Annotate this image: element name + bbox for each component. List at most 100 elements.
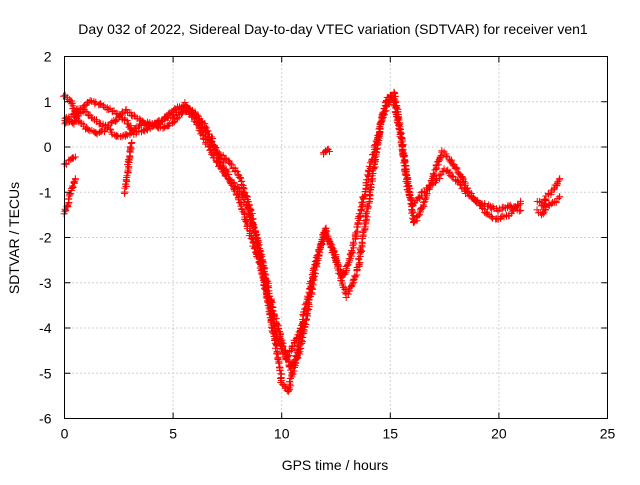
data-point	[554, 178, 562, 186]
data-point	[67, 190, 75, 198]
data-point	[273, 350, 281, 358]
data-point	[71, 153, 79, 161]
data-point	[288, 343, 296, 351]
data-point	[400, 153, 408, 161]
data-point	[552, 198, 560, 206]
data-point	[325, 236, 333, 244]
data-point	[414, 194, 422, 202]
data-point	[278, 346, 286, 354]
data-point	[130, 111, 138, 119]
data-point	[539, 210, 547, 218]
x-tick-label: 20	[491, 426, 507, 442]
data-point	[442, 152, 450, 160]
data-point	[362, 209, 370, 217]
data-point	[226, 176, 234, 184]
data-point	[377, 118, 385, 126]
data-point	[391, 98, 399, 106]
data-point	[70, 178, 78, 186]
data-point	[217, 154, 225, 162]
data-point	[392, 97, 400, 105]
data-point	[288, 360, 296, 368]
data-point	[510, 206, 518, 214]
data-point	[356, 259, 364, 267]
data-point	[252, 231, 260, 239]
data-point	[362, 211, 370, 219]
data-point	[60, 92, 68, 100]
data-point	[293, 334, 301, 342]
y-tick-label: 2	[44, 49, 52, 65]
data-point	[237, 181, 245, 189]
data-point	[276, 341, 284, 349]
data-point	[517, 197, 525, 205]
data-point	[554, 195, 562, 203]
data-point	[343, 262, 351, 270]
data-point	[267, 310, 275, 318]
y-tick-label: 1	[44, 94, 52, 110]
data-point	[489, 203, 497, 211]
data-point	[71, 175, 79, 183]
data-point	[62, 207, 70, 215]
data-point	[81, 107, 89, 115]
x-axis-label: GPS time / hours	[282, 457, 389, 473]
axis-ticks	[64, 56, 608, 419]
y-tick-label: -6	[39, 411, 52, 427]
data-point	[272, 331, 280, 339]
data-point	[254, 254, 262, 262]
data-point	[436, 153, 444, 161]
data-point	[233, 191, 241, 199]
data-point	[415, 211, 423, 219]
data-point	[228, 161, 236, 169]
data-point	[312, 258, 320, 266]
data-point	[325, 148, 333, 156]
data-point	[197, 118, 205, 126]
data-point	[344, 260, 352, 268]
data-point	[400, 159, 408, 167]
data-point	[380, 104, 388, 112]
data-point	[208, 137, 216, 145]
data-point	[128, 138, 136, 146]
data-point	[360, 192, 368, 200]
data-point	[556, 175, 564, 183]
data-point	[63, 201, 71, 209]
data-point	[460, 177, 468, 185]
data-point	[395, 125, 403, 133]
data-point	[233, 167, 241, 175]
data-point	[309, 281, 317, 289]
data-point	[214, 148, 222, 156]
data-point	[429, 170, 437, 178]
data-point	[251, 243, 259, 251]
data-point	[423, 190, 431, 198]
data-point	[61, 120, 69, 128]
y-tick-label: 0	[44, 139, 52, 155]
data-point	[409, 219, 417, 227]
data-point	[305, 296, 313, 304]
data-point	[291, 359, 299, 367]
data-point	[121, 184, 129, 192]
data-point	[536, 197, 544, 205]
data-point	[314, 251, 322, 259]
data-point	[253, 252, 261, 260]
data-point	[193, 111, 201, 119]
x-tick-label: 10	[274, 426, 290, 442]
x-tick-labels: 0 5 10 15 20 25	[61, 426, 616, 442]
data-point	[308, 280, 316, 288]
data-point	[360, 220, 368, 228]
data-point	[69, 183, 77, 191]
data-point	[386, 91, 394, 99]
data-point	[248, 234, 256, 242]
data-point	[286, 375, 294, 383]
data-point	[471, 197, 479, 205]
data-point	[313, 260, 321, 268]
data-point	[399, 141, 407, 149]
data-point	[178, 109, 186, 117]
grid	[64, 56, 608, 419]
y-tick-label: -3	[39, 275, 52, 291]
data-point	[129, 127, 137, 135]
data-point	[289, 370, 297, 378]
data-point	[231, 187, 239, 195]
y-tick-label: -4	[39, 320, 52, 336]
data-point	[366, 192, 374, 200]
data-point	[268, 312, 276, 320]
data-point	[347, 250, 355, 258]
